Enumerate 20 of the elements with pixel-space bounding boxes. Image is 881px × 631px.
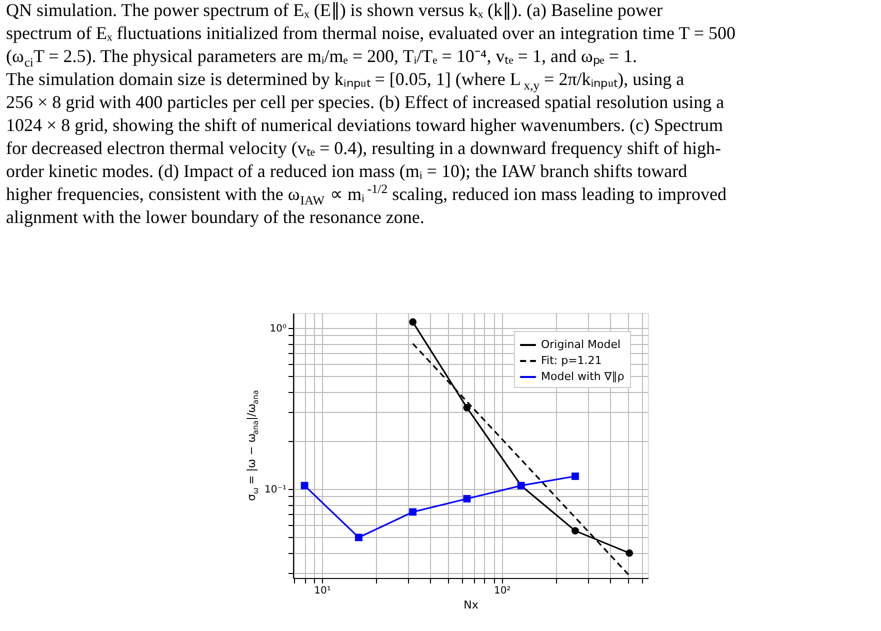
point: [572, 472, 579, 480]
x-tick-label: 10¹: [314, 586, 331, 596]
point: [354, 534, 362, 542]
y-tick-label: 10⁻¹: [264, 484, 286, 496]
text: spectrum of Eₓ fluctuations initialized from thermal noise, evaluated over an integration time T = 500: [6, 23, 736, 43]
x-axis-title: Nx: [464, 598, 479, 612]
point: [463, 495, 471, 502]
x-tick-label: 10²: [494, 586, 511, 596]
text: QN simulation. The power spectrum of Eₓ (E∥) is shown versus kₓ (k∥). (a) Baseline power: [6, 0, 662, 20]
y-tick-label: 10⁰: [270, 324, 286, 335]
legend-label: Original Model: [541, 338, 621, 351]
text: alignment with the lower boundary of the resonance zone.: [6, 207, 424, 227]
text: for decreased electron thermal velocity (vₜₑ = 0.4), resulting in a downward frequency shift of high-: [6, 138, 722, 158]
point: [300, 482, 308, 490]
text: 256 × 8 grid with 400 particles per cell per species. (b) Effect of increased spatial resolution using a: [6, 92, 724, 112]
text: order kinetic modes. (d) Impact of a reduced ion mass (mᵢ = 10); the IAW branch shifts toward: [6, 161, 688, 181]
legend-label: Model with ∇∥ρ: [541, 370, 624, 383]
legend-label: Fit: p=1.21: [541, 354, 602, 367]
point: [409, 508, 417, 516]
text: 1024 × 8 grid, showing the shift of numerical deviations toward higher wavenumbers. (c) Spectrum: [6, 115, 723, 135]
